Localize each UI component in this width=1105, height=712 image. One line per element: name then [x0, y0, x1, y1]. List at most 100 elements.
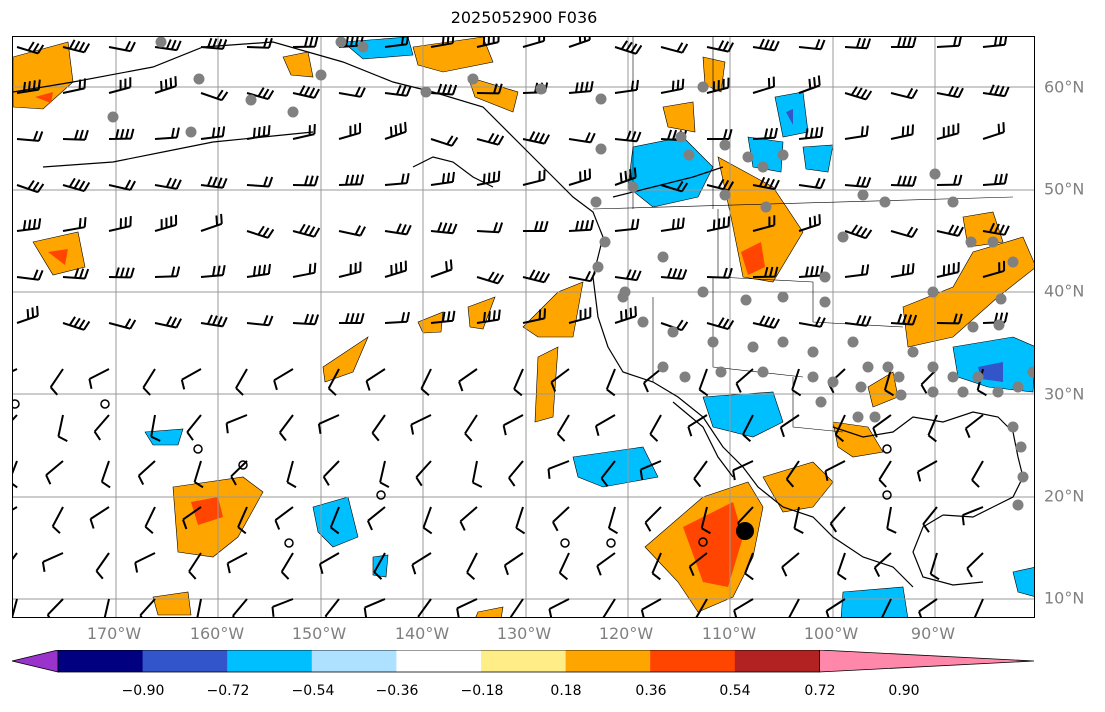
wind-barb [707, 129, 733, 140]
wind-barb [225, 414, 248, 434]
wind-barb [605, 368, 616, 397]
station-dot [675, 131, 687, 143]
lon-label-170w: 170°W [86, 624, 142, 643]
lon-label-140w: 140°W [394, 624, 450, 643]
wind-barb [16, 180, 45, 194]
station-dot [1012, 381, 1024, 393]
wind-barb [798, 177, 826, 190]
wind-barb [292, 262, 317, 278]
station-dot [807, 371, 819, 383]
wind-barb [476, 170, 501, 186]
wind-barb [752, 76, 775, 94]
wind-barb [430, 222, 458, 235]
wind-barb [103, 598, 110, 617]
wind-barb [522, 37, 546, 48]
wind-barb [108, 77, 132, 94]
wind-barb [137, 460, 156, 486]
colorbar-segment [734, 650, 820, 672]
wind-barb [329, 506, 340, 535]
wind-barb [384, 223, 412, 236]
wind-barb [384, 84, 412, 97]
station-dot [907, 346, 919, 358]
wind-barb [973, 598, 984, 617]
wind-barb [62, 268, 90, 280]
station-dot [697, 286, 709, 298]
wind-barb [188, 552, 202, 580]
wind-barb [936, 174, 963, 186]
wind-barb [292, 37, 319, 48]
wind-barb [961, 506, 984, 526]
wind-barb [13, 552, 18, 560]
wind-barb [13, 460, 18, 489]
wind-barb [982, 37, 1008, 48]
wind-barb [292, 85, 320, 99]
station-dot [657, 361, 669, 373]
station-dot [742, 151, 754, 163]
wind-barb [890, 226, 919, 239]
wind-barb [698, 368, 709, 397]
lon-label-100w: 100°W [803, 624, 859, 643]
wind-barb [886, 506, 897, 534]
station-dot [927, 386, 939, 398]
wind-barb [371, 414, 386, 442]
wind-barb [458, 368, 478, 392]
wind-barb [936, 37, 962, 48]
wind-barb [798, 39, 826, 51]
wind-barb [338, 86, 366, 98]
station-dot [592, 261, 604, 273]
wind-barb [154, 39, 182, 52]
wind-barb [916, 460, 938, 482]
wind-barb [16, 79, 41, 94]
colorbar-tick-2: −0.72 [206, 683, 250, 699]
station-dot [619, 286, 631, 298]
wind-barb [476, 132, 505, 146]
wind-barb [513, 368, 524, 397]
station-dot [847, 336, 859, 348]
wind-barb [379, 460, 390, 488]
wind-barb [280, 552, 294, 580]
wind-barb [785, 460, 800, 488]
station-dot [855, 381, 867, 393]
wind-barb [548, 598, 570, 617]
wind-barb [693, 460, 708, 488]
wind-barb [13, 368, 18, 372]
wind-barb [318, 552, 340, 574]
wind-barb [744, 552, 754, 581]
wind-barb [411, 552, 432, 575]
station-dot [987, 236, 999, 248]
colorbar-tick-4: −0.36 [375, 683, 419, 699]
station-dot [893, 371, 905, 383]
wind-barb [338, 122, 362, 140]
wind-barb [384, 37, 409, 48]
wind-barb [735, 368, 754, 393]
lon-label-120w: 120°W [598, 624, 654, 643]
station-dot [193, 73, 205, 85]
wind-barb [644, 506, 662, 532]
wind-barb [688, 552, 708, 577]
wind-barb [503, 552, 524, 576]
station-dot [947, 196, 959, 208]
wind-barb [798, 265, 824, 278]
wind-barb [144, 506, 156, 535]
wind-barb [196, 598, 202, 617]
wind-barb [417, 598, 432, 617]
station-dot [777, 336, 789, 348]
station-dot [807, 346, 819, 358]
wind-barb [788, 598, 800, 617]
wind-barb [502, 414, 524, 436]
wind-barb [824, 460, 846, 482]
wind-barb [936, 123, 960, 140]
station-dot [857, 189, 869, 201]
wind-barb [660, 180, 689, 193]
wind-barb [982, 84, 1010, 98]
colorbar-tick-6: 0.18 [550, 683, 582, 699]
wind-barb [410, 414, 432, 435]
wind-barb [415, 460, 432, 487]
station-dot [882, 361, 894, 373]
wind-barb [614, 306, 637, 324]
target-location-marker [736, 522, 754, 540]
colorbar-segment [227, 650, 313, 672]
wind-barb [878, 460, 892, 488]
wind-barb [476, 309, 501, 324]
wind-barb [798, 75, 821, 94]
